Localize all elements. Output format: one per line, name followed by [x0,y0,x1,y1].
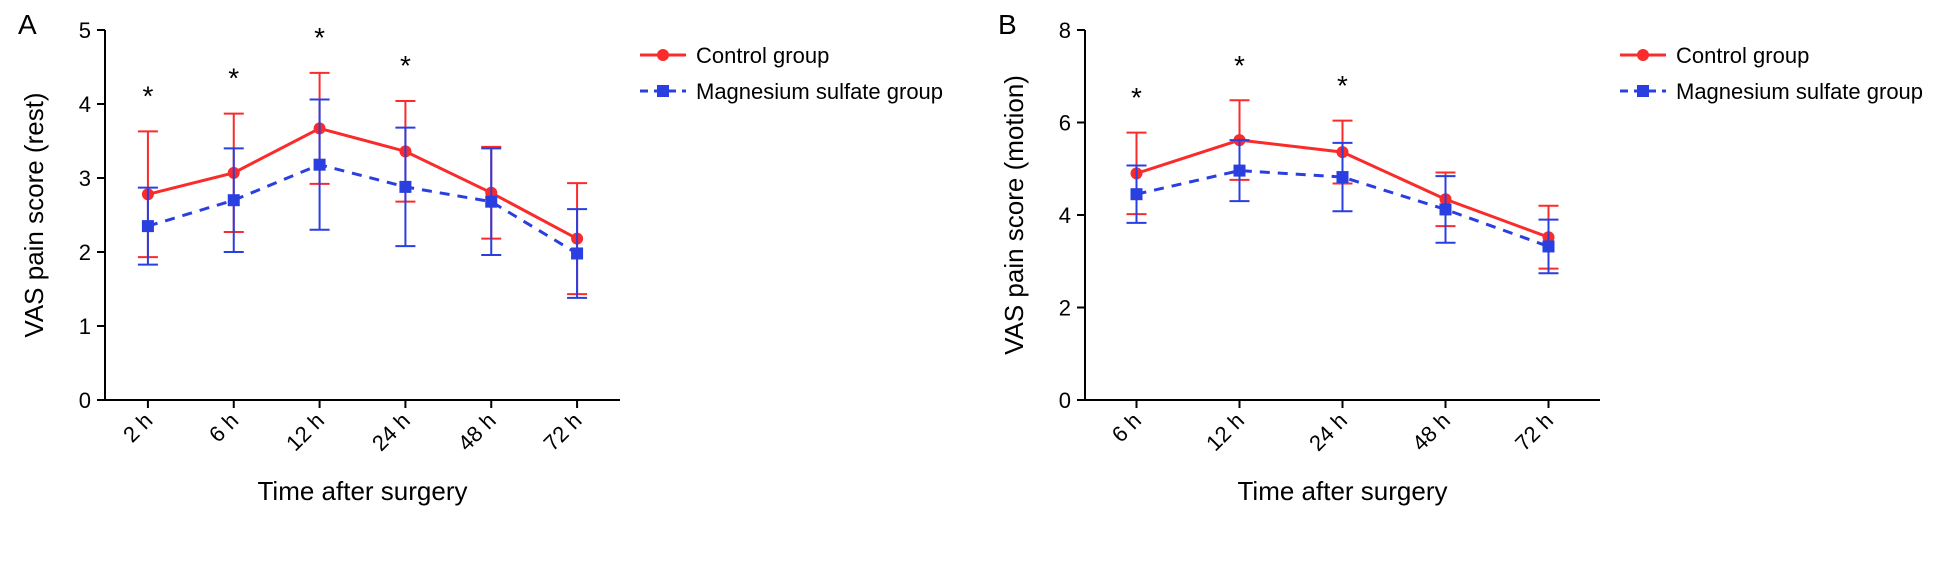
x-tick-label: 48 h [453,408,501,456]
data-point [228,194,240,206]
data-point [142,220,154,232]
y-tick-label: 0 [79,388,91,413]
x-axis-label: Time after surgery [1238,476,1448,506]
x-tick-label: 24 h [1304,408,1352,456]
x-tick-label: 12 h [1201,408,1249,456]
y-tick-label: 1 [79,314,91,339]
significance-marker: * [228,63,239,94]
panel-label: A [18,9,37,40]
data-point [1543,240,1555,252]
significance-marker: * [400,50,411,81]
legend-label: Control group [1676,43,1809,68]
significance-marker: * [1337,70,1348,101]
panel-label: B [998,9,1017,40]
x-tick-label: 24 h [367,408,415,456]
data-point [314,159,326,171]
data-point [1337,171,1349,183]
y-tick-label: 8 [1059,18,1071,43]
panel-b: B 0 2 4 6 8 6 h 12 h 24 h 48 h 72 h VAS pain score … [980,0,1960,567]
data-point [1234,165,1246,177]
chart-a-svg: A 0 1 2 3 4 5 2 h 6 h 12 h 24 h 48 h 72 h VAS pain sc… [0,0,980,567]
x-tick-label: 6 h [204,408,243,447]
y-tick-label: 4 [1059,203,1071,228]
legend-marker [1637,49,1649,61]
y-axis-label: VAS pain score (rest) [19,92,49,337]
legend-marker [657,49,669,61]
y-tick-label: 6 [1059,111,1071,136]
figure-container: A 0 1 2 3 4 5 2 h 6 h 12 h 24 h 48 h 72 h VAS pain sc… [0,0,1960,567]
y-tick-label: 5 [79,18,91,43]
significance-marker: * [142,80,153,111]
legend-label: Magnesium sulfate group [1676,79,1923,104]
panel-a: A 0 1 2 3 4 5 2 h 6 h 12 h 24 h 48 h 72 h VAS pain sc… [0,0,980,567]
y-tick-label: 4 [79,92,91,117]
chart-b-svg: B 0 2 4 6 8 6 h 12 h 24 h 48 h 72 h VAS pain score … [980,0,1960,567]
data-point [485,196,497,208]
y-tick-label: 2 [79,240,91,265]
y-tick-label: 0 [1059,388,1071,413]
data-point [399,181,411,193]
data-point [1131,188,1143,200]
legend-marker [657,85,669,97]
data-point [571,247,583,259]
legend-label: Control group [696,43,829,68]
x-tick-label: 72 h [539,408,587,456]
data-point [1440,203,1452,215]
x-tick-label: 48 h [1407,408,1455,456]
series-line [148,128,577,238]
x-tick-label: 12 h [281,408,329,456]
x-tick-label: 2 h [118,408,157,447]
x-tick-label: 6 h [1107,408,1146,447]
x-tick-label: 72 h [1510,408,1558,456]
significance-marker: * [314,22,325,53]
significance-marker: * [1131,82,1142,113]
legend-label: Magnesium sulfate group [696,79,943,104]
y-tick-label: 2 [1059,296,1071,321]
y-axis-label: VAS pain score (motion) [999,75,1029,355]
x-axis-label: Time after surgery [258,476,468,506]
significance-marker: * [1234,50,1245,81]
legend-marker [1637,85,1649,97]
y-tick-label: 3 [79,166,91,191]
